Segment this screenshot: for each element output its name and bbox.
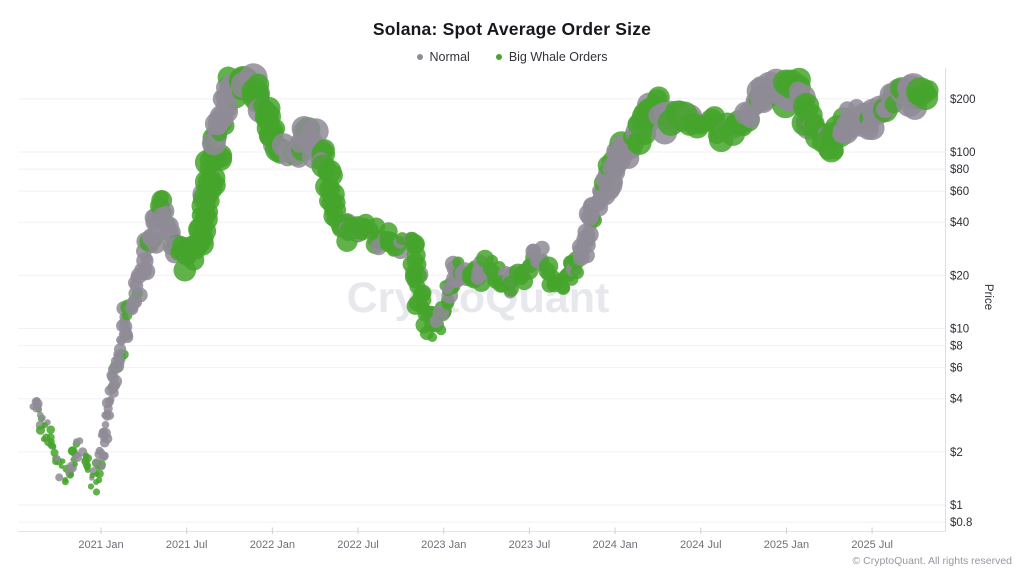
- dot-big-whale: [154, 190, 169, 205]
- dot-normal: [114, 343, 127, 356]
- y-axis-title: Price: [982, 283, 994, 311]
- x-tick-label: 2023 Jan: [421, 539, 466, 551]
- dot-normal: [53, 455, 61, 462]
- x-tick-label: 2025 Jan: [764, 539, 809, 551]
- dot-big-whale: [59, 458, 66, 465]
- x-tick-label: 2025 Jul: [851, 539, 893, 551]
- x-tick-label: 2022 Jul: [337, 539, 379, 551]
- chart-title: Solana: Spot Average Order Size: [372, 19, 652, 39]
- y-tick-label: $6: [950, 363, 963, 375]
- y-tick-label: $80: [950, 164, 969, 176]
- dot-normal: [534, 240, 550, 256]
- dot-big-whale: [61, 478, 69, 486]
- y-tick-label: $20: [950, 270, 969, 282]
- dot-big-whale: [89, 472, 96, 479]
- y-tick-label: $200: [950, 94, 976, 106]
- dot-big-whale: [556, 280, 571, 294]
- dot-normal: [99, 427, 111, 439]
- dot-big-whale: [321, 179, 336, 194]
- legend: Normal Big Whale Orders: [0, 50, 1024, 64]
- dot-normal: [76, 437, 84, 445]
- dot-normal: [98, 463, 106, 470]
- dot-big-whale: [50, 444, 57, 450]
- dot-big-whale: [58, 463, 64, 469]
- y-tick-label: $8: [950, 341, 963, 353]
- dot-big-whale: [72, 461, 79, 467]
- legend-label-normal: Normal: [429, 50, 470, 64]
- dot-normal: [109, 388, 119, 398]
- dot-big-whale: [95, 476, 103, 484]
- y-tick-label: $1: [950, 500, 963, 512]
- legend-item-big-whale-orders[interactable]: Big Whale Orders: [495, 50, 608, 64]
- dot-big-whale: [570, 265, 584, 280]
- dot-big-whale: [95, 469, 104, 479]
- dot-big-whale: [92, 488, 101, 496]
- y-tick-label: $10: [950, 324, 969, 336]
- x-tick-label: 2024 Jul: [680, 539, 722, 551]
- y-tick-label: $100: [950, 147, 976, 159]
- y-tick-label: $0.8: [950, 517, 972, 529]
- dot-normal: [99, 437, 110, 448]
- dot-normal: [580, 225, 599, 244]
- legend-item-normal[interactable]: Normal: [416, 50, 470, 64]
- y-tick-label: $2: [950, 447, 963, 459]
- x-tick-label: 2024 Jan: [592, 539, 637, 551]
- x-tick-label: 2021 Jan: [78, 539, 123, 551]
- whale-series-dot-icon: [495, 54, 502, 60]
- dot-big-whale: [50, 448, 59, 457]
- y-tick-label: $60: [950, 186, 969, 198]
- dot-big-whale: [912, 84, 939, 111]
- scatter-points: [29, 63, 939, 496]
- y-tick-label: $40: [950, 217, 969, 229]
- dot-big-whale: [827, 143, 844, 160]
- dot-big-whale: [46, 425, 55, 435]
- dot-normal: [92, 459, 101, 467]
- copyright-attribution: © CryptoQuant. All rights reserved: [852, 555, 1012, 567]
- dot-normal: [95, 446, 104, 455]
- y-tick-label: $4: [950, 394, 963, 406]
- x-tick-label: 2021 Jul: [166, 539, 208, 551]
- x-tick-label: 2022 Jan: [250, 539, 295, 551]
- dot-big-whale: [84, 465, 90, 471]
- dot-normal: [98, 453, 107, 462]
- normal-series-dot-icon: [416, 54, 423, 60]
- dot-normal: [104, 397, 114, 407]
- x-tick-label: 2023 Jul: [509, 539, 551, 551]
- dot-normal: [39, 414, 46, 421]
- dot-normal: [101, 421, 110, 429]
- dot-normal: [132, 287, 148, 303]
- dot-big-whale: [68, 472, 74, 478]
- dot-big-whale: [35, 425, 46, 435]
- legend-label-big-whale-orders: Big Whale Orders: [508, 50, 608, 64]
- dot-normal: [109, 375, 123, 388]
- dot-normal: [55, 473, 64, 482]
- dot-big-whale: [87, 483, 95, 490]
- dot-normal: [113, 352, 125, 364]
- dot-normal: [33, 399, 43, 409]
- dot-big-whale: [427, 332, 438, 343]
- dot-big-whale: [82, 452, 90, 460]
- dot-big-whale: [41, 422, 48, 429]
